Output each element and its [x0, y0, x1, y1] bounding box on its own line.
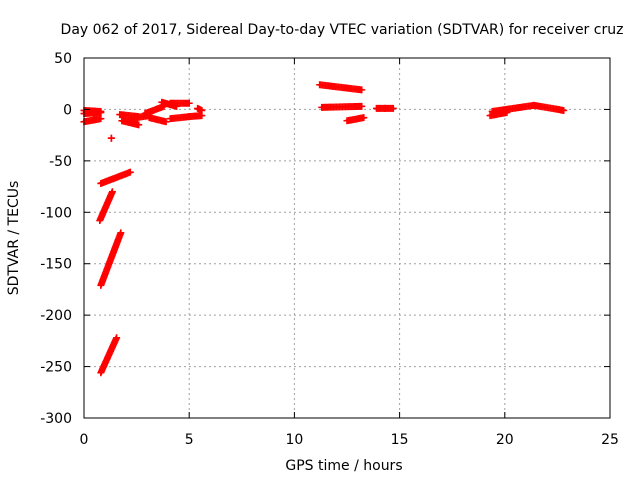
data-point	[113, 334, 121, 342]
data-segment	[145, 114, 170, 126]
data-segment	[194, 104, 206, 114]
data-point	[135, 121, 143, 129]
data-point	[360, 114, 368, 122]
y-tick-label: -250	[40, 360, 72, 376]
data-point	[560, 106, 568, 114]
data-point	[358, 86, 366, 94]
x-tick-label: 15	[391, 432, 409, 448]
y-tick-label: -150	[40, 257, 72, 273]
data-point	[198, 106, 206, 114]
data-point	[358, 102, 366, 110]
data-point	[389, 104, 397, 112]
data-point	[97, 115, 105, 123]
axis-ticks: 0 5 10 15 20 25 50 0 -50 -100 -150 -200 -250 -300	[40, 51, 619, 448]
data-segment	[96, 188, 116, 225]
data-point	[126, 168, 134, 176]
data-segment	[107, 134, 115, 142]
data-segment	[97, 168, 134, 187]
data-segment	[166, 99, 193, 107]
x-tick-label: 5	[185, 432, 194, 448]
y-tick-label: 0	[63, 102, 72, 118]
data-point	[185, 99, 193, 107]
plot-frame	[83, 57, 611, 419]
data-segment	[381, 104, 397, 112]
x-axis-label: GPS time / hours	[285, 458, 402, 474]
y-tick-label: -200	[40, 308, 72, 324]
data-segment	[530, 101, 568, 114]
data-point	[117, 229, 125, 237]
y-tick-label: -100	[40, 205, 72, 221]
y-tick-label: 50	[54, 51, 72, 67]
data-segment	[488, 101, 538, 115]
data-segment	[185, 112, 206, 121]
data-segment	[343, 114, 368, 125]
data-series	[80, 81, 568, 377]
data-point	[108, 188, 116, 196]
y-axis-label: SDTVAR / TECUs	[6, 181, 22, 296]
data-point	[162, 118, 170, 126]
y-tick-label: -300	[40, 411, 72, 427]
data-segment	[318, 102, 366, 111]
x-tick-label: 10	[285, 432, 303, 448]
grid	[84, 58, 610, 418]
chart-title: Day 062 of 2017, Sidereal Day-to-day VTE…	[61, 22, 624, 38]
data-point	[97, 109, 105, 117]
data-segment	[97, 334, 121, 377]
data-segment	[97, 229, 125, 289]
data-segment	[316, 81, 366, 94]
y-tick-label: -50	[49, 154, 72, 170]
x-tick-label: 0	[80, 432, 89, 448]
x-tick-label: 20	[496, 432, 514, 448]
data-point	[107, 134, 115, 142]
x-tick-label: 25	[601, 432, 619, 448]
